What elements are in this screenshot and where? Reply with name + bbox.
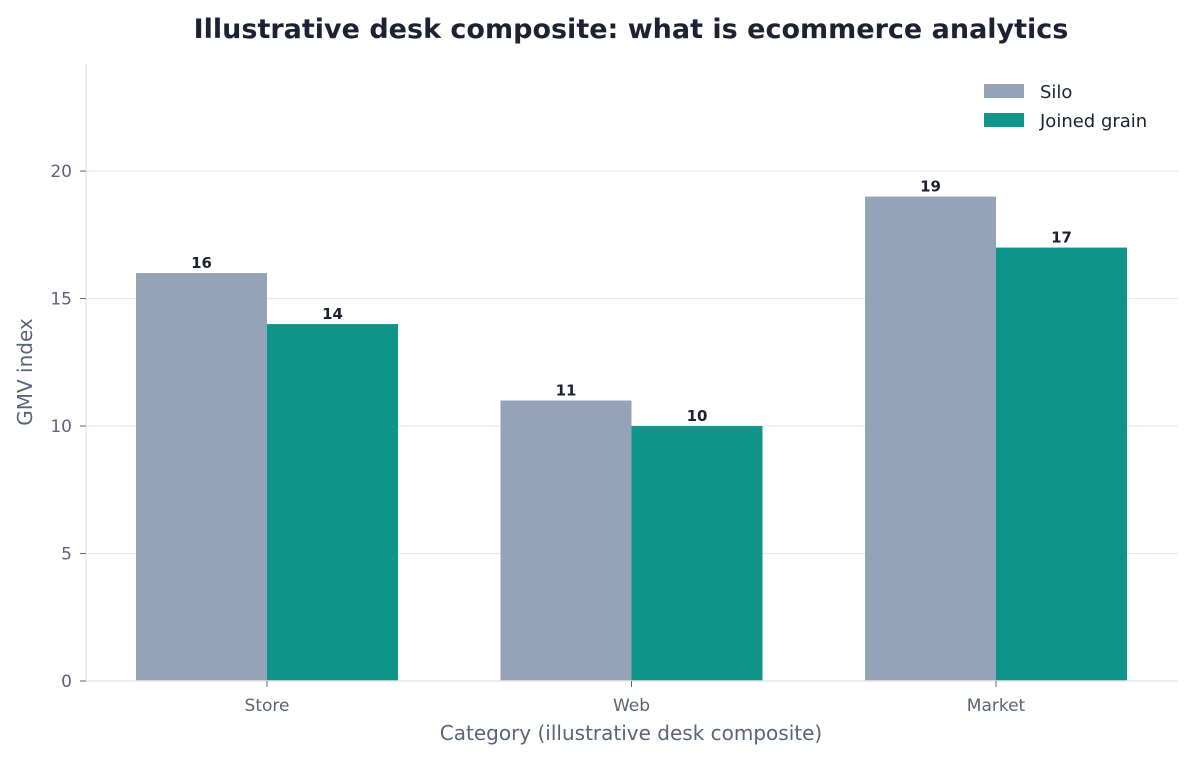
value-label: 19 xyxy=(920,178,941,196)
value-label: 11 xyxy=(556,382,577,400)
x-axis-label: Category (illustrative desk composite) xyxy=(440,721,822,745)
bar-market-silo xyxy=(865,196,996,682)
y-ticks: 0 5 10 15 20 xyxy=(50,162,86,692)
bar-store-joined-grain xyxy=(267,324,398,681)
value-label: 17 xyxy=(1051,229,1072,247)
bars xyxy=(136,196,1127,682)
legend-label: Joined grain xyxy=(1039,111,1147,132)
y-tick-label: 5 xyxy=(61,545,72,565)
bar-web-silo xyxy=(500,400,632,681)
value-label: 10 xyxy=(687,407,708,425)
x-tick-label: Market xyxy=(967,696,1026,716)
value-label: 16 xyxy=(191,254,212,272)
legend-label: Silo xyxy=(1040,82,1072,103)
bar-store-silo xyxy=(136,273,267,681)
y-tick-label: 0 xyxy=(61,672,72,692)
x-tick-label: Store xyxy=(245,696,290,716)
y-tick-label: 15 xyxy=(50,290,72,310)
legend: Silo Joined grain xyxy=(984,82,1147,132)
value-label: 14 xyxy=(322,305,343,323)
y-axis-label: GMV index xyxy=(13,318,37,426)
x-tick-label: Web xyxy=(613,696,650,716)
legend-swatch xyxy=(984,113,1024,127)
y-tick-label: 10 xyxy=(50,417,72,437)
value-labels: 16 14 11 10 19 17 xyxy=(191,178,1072,425)
bar-market-joined-grain xyxy=(996,247,1127,681)
y-tick-label: 20 xyxy=(50,162,72,182)
chart-title: Illustrative desk composite: what is eco… xyxy=(194,14,1069,45)
bar-web-joined-grain xyxy=(631,426,763,681)
x-ticks: Store Web Market xyxy=(245,681,1026,716)
legend-swatch xyxy=(984,84,1024,98)
